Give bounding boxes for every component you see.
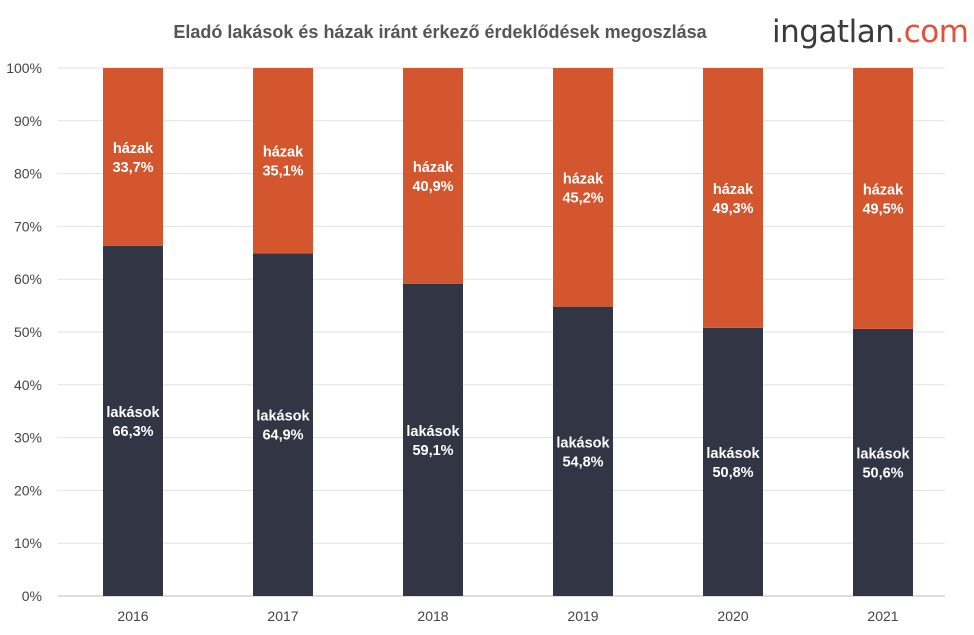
data-label: 33,7%: [112, 160, 153, 176]
data-label: 54,8%: [562, 454, 603, 470]
series-label: házak: [113, 141, 154, 157]
bar-lakások-2021: [853, 328, 913, 596]
data-label: 64,9%: [262, 428, 303, 444]
y-tick-label: 60%: [14, 271, 42, 287]
bar-házak-2021: [853, 68, 913, 329]
x-tick-label: 2017: [267, 608, 298, 624]
bar-házak-2017: [253, 68, 313, 254]
series-label: házak: [413, 160, 454, 176]
data-label: 50,6%: [862, 465, 903, 481]
data-label: 59,1%: [412, 443, 453, 459]
y-tick-label: 0%: [22, 588, 42, 604]
data-label: 66,3%: [112, 424, 153, 440]
series-label: lakások: [106, 405, 160, 421]
series-label: házak: [263, 145, 304, 161]
data-label: 49,3%: [712, 201, 753, 217]
ingatlan-logo: ingatlan.com: [772, 14, 969, 50]
y-tick-label: 50%: [14, 324, 42, 340]
data-label: 40,9%: [412, 179, 453, 195]
bar-lakások-2018: [403, 283, 463, 596]
bar-házak-2016: [103, 68, 163, 246]
bar-házak-2020: [703, 68, 763, 328]
y-tick-label: 70%: [14, 218, 42, 234]
y-tick-label: 40%: [14, 377, 42, 393]
series-label: lakások: [706, 446, 760, 462]
data-label: 49,5%: [862, 201, 903, 217]
bar-lakások-2019: [553, 306, 613, 596]
y-tick-label: 10%: [14, 535, 42, 551]
series-label: házak: [563, 171, 604, 187]
series-label: lakások: [256, 409, 310, 425]
x-tick-label: 2019: [567, 608, 598, 624]
bar-lakások-2016: [103, 245, 163, 596]
x-tick-label: 2016: [117, 608, 148, 624]
data-label: 35,1%: [262, 164, 303, 180]
y-tick-label: 100%: [6, 60, 42, 76]
y-tick-label: 80%: [14, 166, 42, 182]
series-label: lakások: [856, 446, 910, 462]
series-label: lakások: [556, 435, 610, 451]
x-tick-label: 2018: [417, 608, 448, 624]
chart-title: Eladó lakások és házak iránt érkező érde…: [173, 22, 707, 42]
y-tick-label: 20%: [14, 482, 42, 498]
x-tick-label: 2020: [717, 608, 748, 624]
x-tick-label: 2021: [867, 608, 898, 624]
bar-házak-2019: [553, 68, 613, 307]
series-label: házak: [713, 182, 754, 198]
series-label: lakások: [406, 424, 460, 440]
series-label: házak: [863, 182, 904, 198]
data-label: 50,8%: [712, 465, 753, 481]
y-tick-label: 90%: [14, 113, 42, 129]
bar-lakások-2017: [253, 253, 313, 596]
data-label: 45,2%: [562, 190, 603, 206]
bar-lakások-2020: [703, 327, 763, 596]
y-tick-label: 30%: [14, 430, 42, 446]
bar-házak-2018: [403, 68, 463, 284]
